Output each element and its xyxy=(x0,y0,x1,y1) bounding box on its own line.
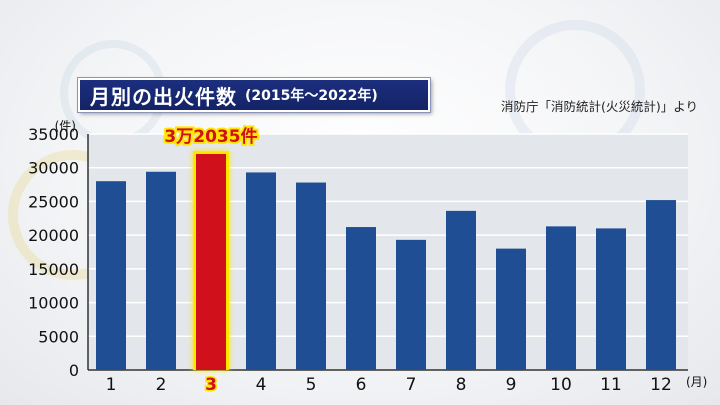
y-tick-label: 20000 xyxy=(28,226,79,245)
x-tick-label: 3 xyxy=(205,375,217,395)
x-tick-label: 11 xyxy=(600,375,622,395)
bar xyxy=(296,182,326,370)
x-tick-label: 1 xyxy=(106,375,117,395)
y-tick-label: 35000 xyxy=(28,125,79,144)
bar xyxy=(196,153,226,370)
bar xyxy=(346,227,376,370)
y-tick-label: 0 xyxy=(69,361,79,380)
bar xyxy=(496,248,526,370)
y-tick-label: 25000 xyxy=(28,192,79,211)
bar xyxy=(446,210,476,370)
chart-title-box: 月別の出火件数 (2015年～2022年) xyxy=(78,78,430,112)
y-tick-label: 15000 xyxy=(28,260,79,279)
bar xyxy=(146,171,176,370)
source-note: 消防庁「消防統計(火災統計)」より xyxy=(500,99,698,114)
chart-title: 月別の出火件数 xyxy=(90,84,237,109)
x-tick-label: 9 xyxy=(506,375,517,395)
x-tick-label: 8 xyxy=(456,375,467,395)
bar xyxy=(396,239,426,370)
x-tick-label: 7 xyxy=(406,375,417,395)
x-tick-label: 2 xyxy=(156,375,167,395)
y-tick-label: 30000 xyxy=(28,159,79,178)
x-tick-label: 12 xyxy=(650,375,672,395)
bar xyxy=(246,172,276,370)
bar xyxy=(546,226,576,370)
bar xyxy=(596,228,626,370)
y-tick-label: 5000 xyxy=(38,327,79,346)
x-tick-label: 10 xyxy=(550,375,572,395)
highlight-data-label: 3万2035件 xyxy=(164,126,257,147)
plot-area xyxy=(88,134,688,370)
chart-period: (2015年～2022年) xyxy=(245,88,378,104)
x-unit-label: (月) xyxy=(686,375,707,389)
y-tick-label: 10000 xyxy=(28,294,79,313)
x-tick-label: 5 xyxy=(306,375,317,395)
y-unit-label: (件) xyxy=(55,119,76,133)
bar xyxy=(646,200,676,370)
x-tick-label: 6 xyxy=(356,375,367,395)
bar xyxy=(96,181,126,370)
x-tick-label: 4 xyxy=(256,375,267,395)
